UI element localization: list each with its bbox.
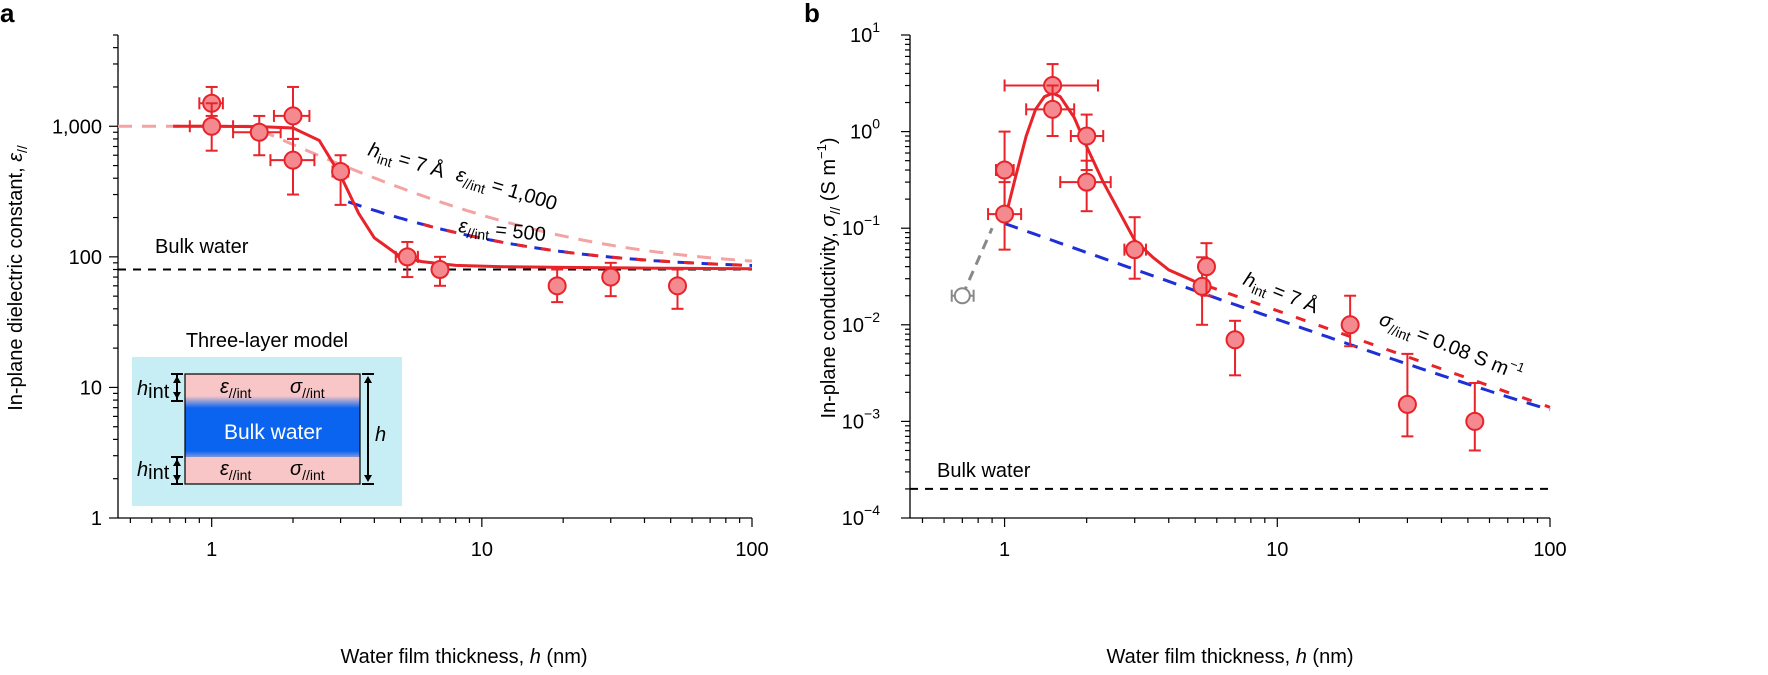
panel-a-y-axis-title: In-plane dielectric constant, ε// (5, 145, 30, 411)
b-data-point (1225, 330, 1245, 350)
b-data-point (1465, 411, 1485, 431)
inset-bottom-sigma: σ//int (290, 458, 325, 483)
b-y-tick-label: 10−3 (842, 405, 880, 433)
a-x-tick-label: 10 (471, 539, 493, 561)
a-y-tick-label: 1,000 (52, 116, 102, 138)
panel-b-points (950, 63, 1485, 452)
a-data-point (283, 150, 303, 170)
b-curve-fit-tail (1216, 287, 1551, 409)
panel-a-letter: a (0, 0, 15, 28)
a-data-point (397, 247, 417, 267)
b-outlier-point (953, 287, 971, 305)
three-layer-model-inset: Three-layer model Bulk water ε//int σ//i… (132, 330, 402, 506)
inset-title: Three-layer model (186, 330, 348, 352)
panel-b-curves (910, 91, 1551, 490)
a-x-tick-label: 100 (735, 539, 768, 561)
b-data-point (1196, 257, 1216, 277)
b-y-tick-label: 10−4 (842, 502, 880, 530)
a-data-point (202, 116, 222, 136)
b-curve-fit (1003, 91, 1218, 291)
b-x-tick-label: 100 (1533, 539, 1566, 561)
a-curve-2 (173, 124, 753, 271)
b-data-point (1077, 172, 1097, 192)
a-data-point (668, 276, 688, 296)
b-data-point (995, 160, 1015, 180)
panel-b-y-axis-title: In-plane conductivity, σ// (S m−1) (814, 137, 843, 418)
a-y-tick-label: 100 (69, 247, 102, 269)
b-data-point (1043, 99, 1063, 119)
sigma-annotation: σ//int = 0.08 S m−1 (1375, 305, 1527, 389)
b-x-tick-label: 10 (1266, 539, 1288, 561)
a-data-point (249, 122, 269, 142)
b-data-point (1192, 276, 1212, 296)
inset-dimension-arrows (171, 373, 374, 485)
panel-b-x-axis-title: Water film thickness, h (nm) (1106, 646, 1353, 668)
b-data-point (1397, 394, 1417, 414)
b-y-tick-label: 10−1 (842, 212, 880, 240)
inset-hint-bottom-label: hint (137, 459, 170, 484)
eps-500-annotation: ε//int = 500 (457, 215, 547, 249)
a-y-tick-label: 1 (91, 508, 102, 530)
panel-b-letter: b (804, 0, 820, 28)
inset-top-sigma: σ//int (290, 376, 325, 401)
inset-bulk-core (185, 396, 360, 463)
b-x-tick-label: 1 (999, 539, 1010, 561)
panel-a-x-axis-title: Water film thickness, h (nm) (340, 646, 587, 668)
inset-bottom-interface-layer (185, 457, 360, 484)
b-y-tick-label: 101 (850, 19, 880, 47)
b-outlier-link (960, 227, 994, 297)
b-data-point (995, 204, 1015, 224)
a-data-point (331, 162, 351, 182)
panel-b-axes: 1 10 100 10−4 10−3 10−2 10−1 100 101 (842, 19, 1567, 561)
inset-h-label: h (375, 424, 386, 446)
bulk-water-label-b: Bulk water (937, 460, 1031, 482)
a-data-point (601, 267, 621, 287)
bulk-water-label-a: Bulk water (155, 236, 249, 258)
a-data-point (283, 106, 303, 126)
b-data-point (1077, 126, 1097, 146)
a-data-point (430, 260, 450, 280)
inset-core-label: Bulk water (224, 421, 322, 444)
b-y-tick-label: 10−2 (842, 309, 880, 337)
inset-bottom-eps: ε//int (220, 458, 251, 483)
b-data-point (1340, 315, 1360, 335)
b-curve-sigma-int (1004, 222, 1551, 412)
a-x-tick-label: 1 (206, 539, 217, 561)
b-y-tick-label: 100 (850, 116, 880, 144)
inset-top-eps: ε//int (220, 376, 251, 401)
b-data-point (1125, 240, 1145, 260)
panel-a-points (188, 85, 688, 310)
a-data-point (547, 276, 567, 296)
inset-outline (184, 373, 361, 485)
panel-a-axes: 1 10 100 1 10 100 1,000 (52, 34, 769, 561)
inset-hint-top-label: hint (137, 378, 170, 403)
a-y-tick-label: 10 (80, 377, 102, 399)
